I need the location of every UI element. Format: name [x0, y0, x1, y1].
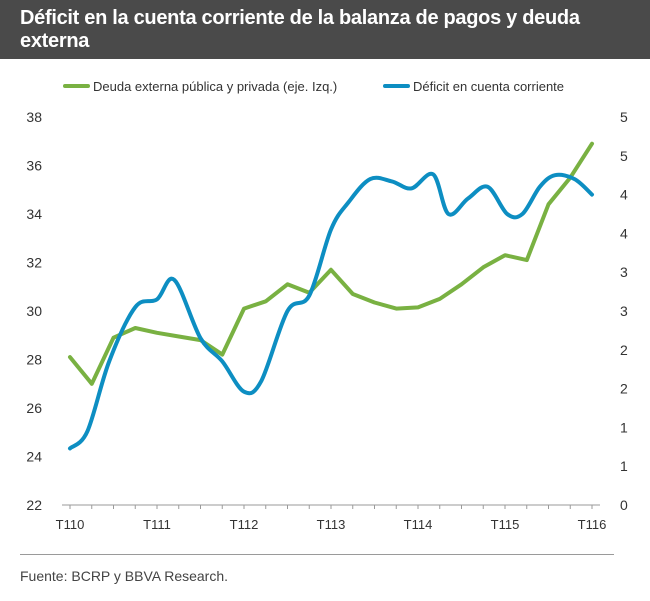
x-tick-label: T114: [404, 517, 433, 532]
legend-label-1: Déficit en cuenta corriente: [413, 79, 564, 94]
series-line-deficit: [68, 171, 594, 451]
left-tick-label: 28: [26, 352, 42, 368]
x-tick-label: T111: [143, 517, 171, 532]
left-tick-label: 30: [26, 303, 42, 319]
series-line-debt: [68, 141, 594, 386]
series-layer: [68, 141, 594, 451]
x-tick-label: T113: [317, 517, 346, 532]
left-tick-label: 32: [26, 255, 42, 271]
source-note: Fuente: BCRP y BBVA Research.: [20, 568, 229, 584]
left-tick-label: 22: [26, 497, 42, 513]
right-tick-label: 4: [620, 225, 628, 241]
legend-label-0: Deuda externa pública y privada (eje. Iz…: [93, 79, 337, 94]
right-tick-label: 2: [620, 381, 628, 397]
x-tick-label: T110: [56, 517, 85, 532]
right-tick-label: 1: [620, 419, 628, 435]
left-tick-label: 24: [26, 449, 42, 465]
chart-title-bar: Déficit en la cuenta corriente de la bal…: [0, 0, 650, 59]
line-chart: Deuda externa pública y privada (eje. Iz…: [26, 79, 628, 532]
right-tick-label: 3: [620, 264, 628, 280]
x-tick-label: T112: [230, 517, 259, 532]
x-tick-label: T115: [491, 517, 520, 532]
left-tick-label: 36: [26, 158, 42, 174]
right-tick-label: 4: [620, 187, 628, 203]
right-tick-label: 3: [620, 303, 628, 319]
right-axis: 0 1 1 2 2 3 3 4 4 5 5: [620, 109, 628, 513]
right-tick-label: 5: [620, 148, 628, 164]
right-tick-label: 5: [620, 109, 628, 125]
footer-divider: [20, 554, 614, 555]
chart-title: Déficit en la cuenta corriente de la bal…: [20, 6, 580, 52]
right-tick-label: 2: [620, 342, 628, 358]
chart-area: Deuda externa pública y privada (eje. Iz…: [0, 59, 650, 549]
x-tick-label: T116: [578, 517, 607, 532]
left-tick-label: 26: [26, 400, 42, 416]
legend: Deuda externa pública y privada (eje. Iz…: [63, 79, 564, 94]
right-tick-label: 1: [620, 458, 628, 474]
x-axis: T110 T111 T112 T113 T114 T115 T116: [56, 504, 607, 532]
right-tick-label: 0: [620, 497, 628, 513]
left-tick-label: 34: [26, 206, 42, 222]
left-tick-label: 38: [26, 109, 42, 125]
left-axis: 22 24 26 28 30 32 34 36 38: [26, 109, 42, 513]
